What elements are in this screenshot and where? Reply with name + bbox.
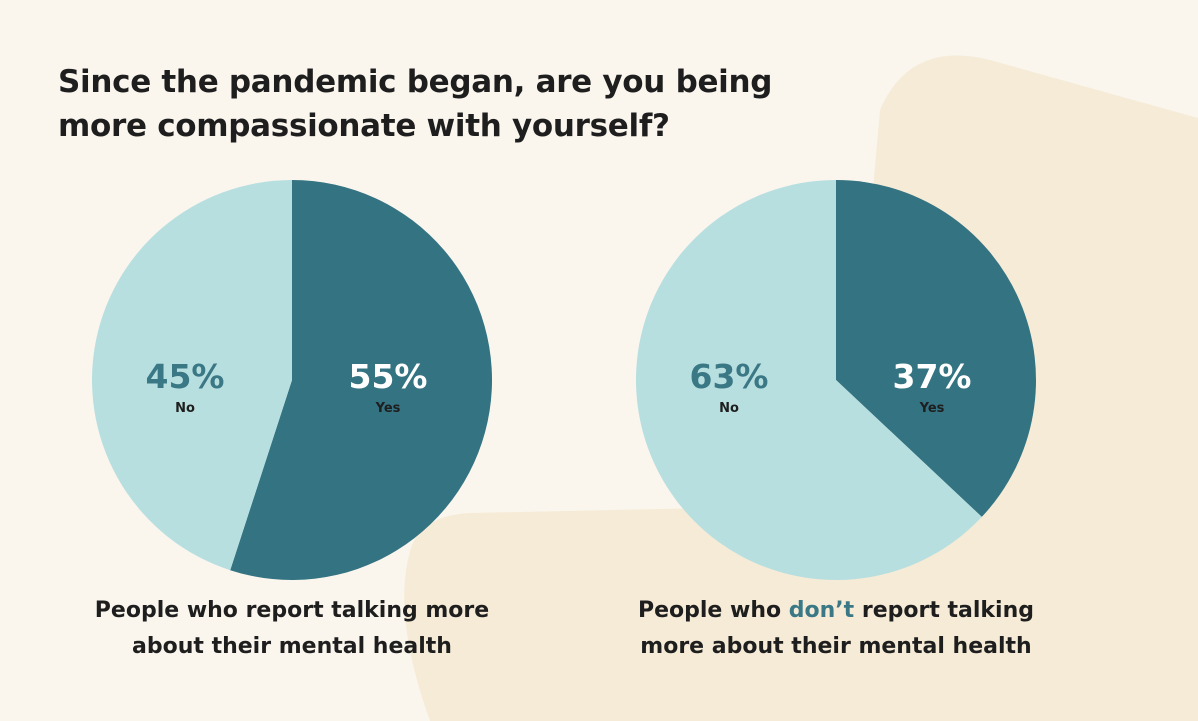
pie-2-slice-no <box>635 180 982 580</box>
caption-text-post: report talking <box>854 598 1034 623</box>
chart-title: Since the pandemic began, are you being … <box>58 60 778 148</box>
pie-2-caption-line-2: more about their mental health <box>640 634 1032 659</box>
pie-1-yes-percent-label: 55% <box>349 357 428 396</box>
caption-highlight-dont: don’t <box>788 598 855 623</box>
title-line-2: more compassionate with yourself? <box>58 108 670 144</box>
pie-1-slice-yes <box>230 180 493 580</box>
pie-2-no-percent-label: 63% <box>690 357 769 396</box>
pie-1-no-category-label: No <box>175 401 195 416</box>
pie-1-no-percent-label: 45% <box>146 357 225 396</box>
pie-1-yes-category-label: Yes <box>375 401 401 416</box>
pie-2-slice-yes <box>836 180 1036 517</box>
pie-1-caption-line-2: about their mental health <box>132 634 452 659</box>
pie-2-yes-percent-label: 37% <box>893 357 972 396</box>
pie-2-no-category-label: No <box>719 401 739 416</box>
pie-1-caption: People who report talking more about the… <box>62 593 522 665</box>
pie-1-slice-no <box>92 180 292 571</box>
pie-2-caption: People who don’t report talking more abo… <box>606 593 1066 665</box>
pie-2-yes-category-label: Yes <box>919 401 945 416</box>
accent-shape <box>404 55 1198 721</box>
pie-1-caption-line-1: People who report talking more <box>94 598 490 623</box>
caption-text-pre: People who <box>637 598 789 623</box>
pie-2-caption-line-1: People who don’t report talking <box>606 593 1066 629</box>
title-line-1: Since the pandemic began, are you being <box>58 64 773 100</box>
